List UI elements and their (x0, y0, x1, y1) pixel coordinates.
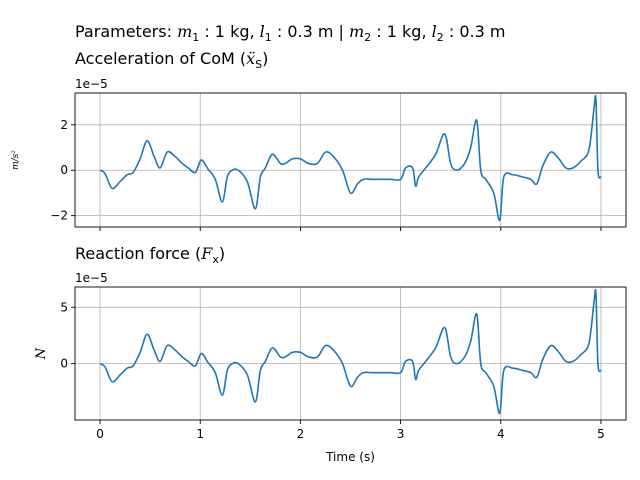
m1-value: : 1 kg, (199, 22, 260, 41)
bottom-axes-title: Reaction force (Fx) (75, 244, 225, 266)
x-tick-label: 2 (297, 427, 305, 441)
y-tick-label: 0 (60, 163, 68, 177)
bottom-title-symbol: F (201, 244, 213, 263)
bottom-title-subscript: x (212, 253, 219, 267)
offset-text: 1e−5 (75, 77, 108, 91)
y-tick-label: 2 (60, 118, 68, 132)
offset-text: 1e−5 (75, 271, 108, 285)
x-tick-label: 4 (497, 427, 505, 441)
l1-subscript: 1 (264, 31, 272, 45)
l2-value: : 0.3 m (443, 22, 506, 41)
m1-subscript: 1 (192, 31, 200, 45)
x-tick-label: 3 (397, 427, 405, 441)
acceleration-axes: −2 0 2 1e−5 m/s² (11, 77, 627, 231)
l1-symbol: l (259, 22, 265, 41)
x-axis-label: Time (s) (325, 450, 375, 464)
y-axis-label: m/s² (11, 150, 21, 170)
data-series-line (99, 288, 602, 415)
axes-frame (74, 92, 627, 228)
x-tick-label: 0 (96, 427, 104, 441)
axes-frame (74, 286, 627, 421)
y-tick-label: −2 (50, 209, 68, 223)
x-tick-label: 5 (597, 427, 605, 441)
suptitle-prefix: Parameters: (75, 22, 178, 41)
bottom-title-text: Reaction force ( (75, 244, 202, 263)
top-title-end: ) (262, 49, 269, 68)
reaction-force-axes: 0 1 2 3 4 5 0 5 1e−5 N Time (s) (34, 271, 627, 464)
l2-symbol: l (431, 22, 437, 41)
m2-subscript: 2 (364, 31, 372, 45)
y-axis-label: N (34, 347, 49, 360)
top-title-subscript: S (255, 58, 263, 72)
l1-value: : 0.3 m | (271, 22, 350, 41)
m2-value: : 1 kg, (371, 22, 432, 41)
data-series-line (99, 94, 602, 221)
y-tick-label: 5 (60, 300, 68, 314)
top-title-symbol: ẍ (246, 49, 256, 68)
top-title-text: Acceleration of CoM ( (75, 49, 247, 68)
m2-symbol: m (349, 22, 365, 41)
bottom-title-end: ) (218, 244, 226, 263)
y-tick-label: 0 (60, 357, 68, 371)
top-axes-title: Acceleration of CoM (ẍS) (75, 49, 268, 71)
x-tick-label: 1 (196, 427, 204, 441)
figure-suptitle: Parameters: m1 : 1 kg, l1 : 0.3 m | m2 :… (75, 22, 505, 44)
l2-subscript: 2 (436, 31, 444, 45)
m1-symbol: m (177, 22, 193, 41)
